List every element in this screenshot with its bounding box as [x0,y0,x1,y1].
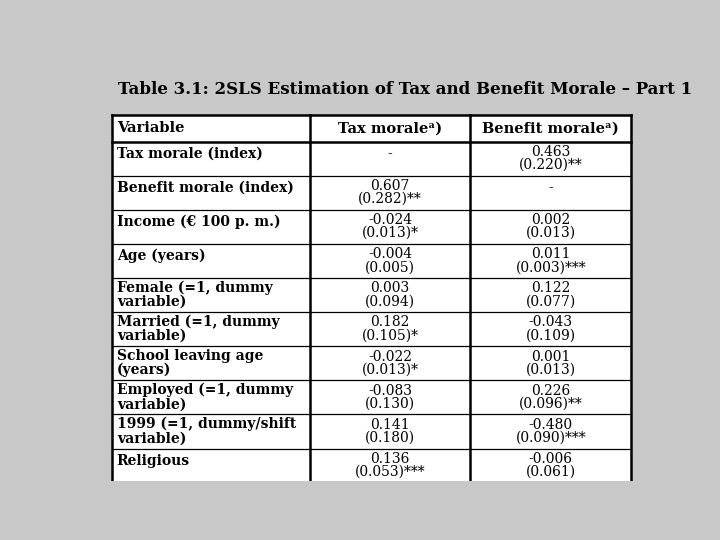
Text: Variable: Variable [117,121,184,135]
Text: 0.182: 0.182 [370,315,410,329]
Text: -: - [387,147,392,161]
Text: (0.220)**: (0.220)** [519,158,582,172]
Text: -0.480: -0.480 [528,418,573,431]
Text: (0.005): (0.005) [365,260,415,274]
Text: (0.105)*: (0.105)* [361,328,418,342]
Text: (0.061): (0.061) [526,465,576,479]
Text: -0.083: -0.083 [368,383,412,397]
Text: Table 3.1: 2SLS Estimation of Tax and Benefit Morale – Part 1: Table 3.1: 2SLS Estimation of Tax and Be… [118,82,692,98]
Text: (0.013): (0.013) [526,362,576,376]
Text: (0.096)**: (0.096)** [519,396,582,410]
Text: -0.022: -0.022 [368,349,412,363]
Text: variable): variable) [117,397,186,411]
Text: Benefit morale (index): Benefit morale (index) [117,181,294,195]
Text: (0.282)**: (0.282)** [358,192,422,206]
Text: (0.109): (0.109) [526,328,576,342]
Text: Employed (=1, dummy: Employed (=1, dummy [117,383,293,397]
Text: Female (=1, dummy: Female (=1, dummy [117,280,273,295]
Text: Benefit moraleᵃ): Benefit moraleᵃ) [482,121,619,135]
Text: (years): (years) [117,363,171,377]
Text: variable): variable) [117,295,186,309]
Text: (0.013): (0.013) [526,226,576,240]
Text: Married (=1, dummy: Married (=1, dummy [117,315,279,329]
Text: (0.090)***: (0.090)*** [516,431,586,444]
Text: (0.013)*: (0.013)* [361,226,418,240]
Bar [112,114,631,483]
Text: 0.136: 0.136 [370,452,410,466]
Text: (0.053)***: (0.053)*** [355,465,426,479]
Text: 0.003: 0.003 [370,281,410,295]
Text: 0.122: 0.122 [531,281,570,295]
Text: (0.077): (0.077) [526,294,576,308]
Text: -0.006: -0.006 [528,452,573,466]
Text: (0.003)***: (0.003)*** [516,260,586,274]
Text: 0.141: 0.141 [370,418,410,431]
Text: School leaving age: School leaving age [117,349,263,363]
Text: Religious: Religious [117,454,190,468]
Text: (0.094): (0.094) [365,294,415,308]
Text: (0.130): (0.130) [365,396,415,410]
Text: (0.013)*: (0.013)* [361,362,418,376]
Text: variable): variable) [117,329,186,343]
Text: 0.463: 0.463 [531,145,570,159]
Text: (0.180): (0.180) [365,431,415,444]
Text: -: - [549,181,553,195]
Text: 0.001: 0.001 [531,349,570,363]
Text: 1999 (=1, dummy/shift: 1999 (=1, dummy/shift [117,417,296,431]
Text: Income (€ 100 p. m.): Income (€ 100 p. m.) [117,215,280,229]
Text: Tax morale (index): Tax morale (index) [117,147,263,161]
Text: 0.226: 0.226 [531,383,570,397]
Text: 0.607: 0.607 [370,179,410,193]
Text: -0.043: -0.043 [528,315,573,329]
Text: 0.011: 0.011 [531,247,570,261]
Text: -0.024: -0.024 [368,213,412,227]
Text: -0.004: -0.004 [368,247,412,261]
Text: Age (years): Age (years) [117,249,205,263]
Text: Tax moraleᵃ): Tax moraleᵃ) [338,121,442,135]
Text: 0.002: 0.002 [531,213,570,227]
Text: variable): variable) [117,431,186,446]
